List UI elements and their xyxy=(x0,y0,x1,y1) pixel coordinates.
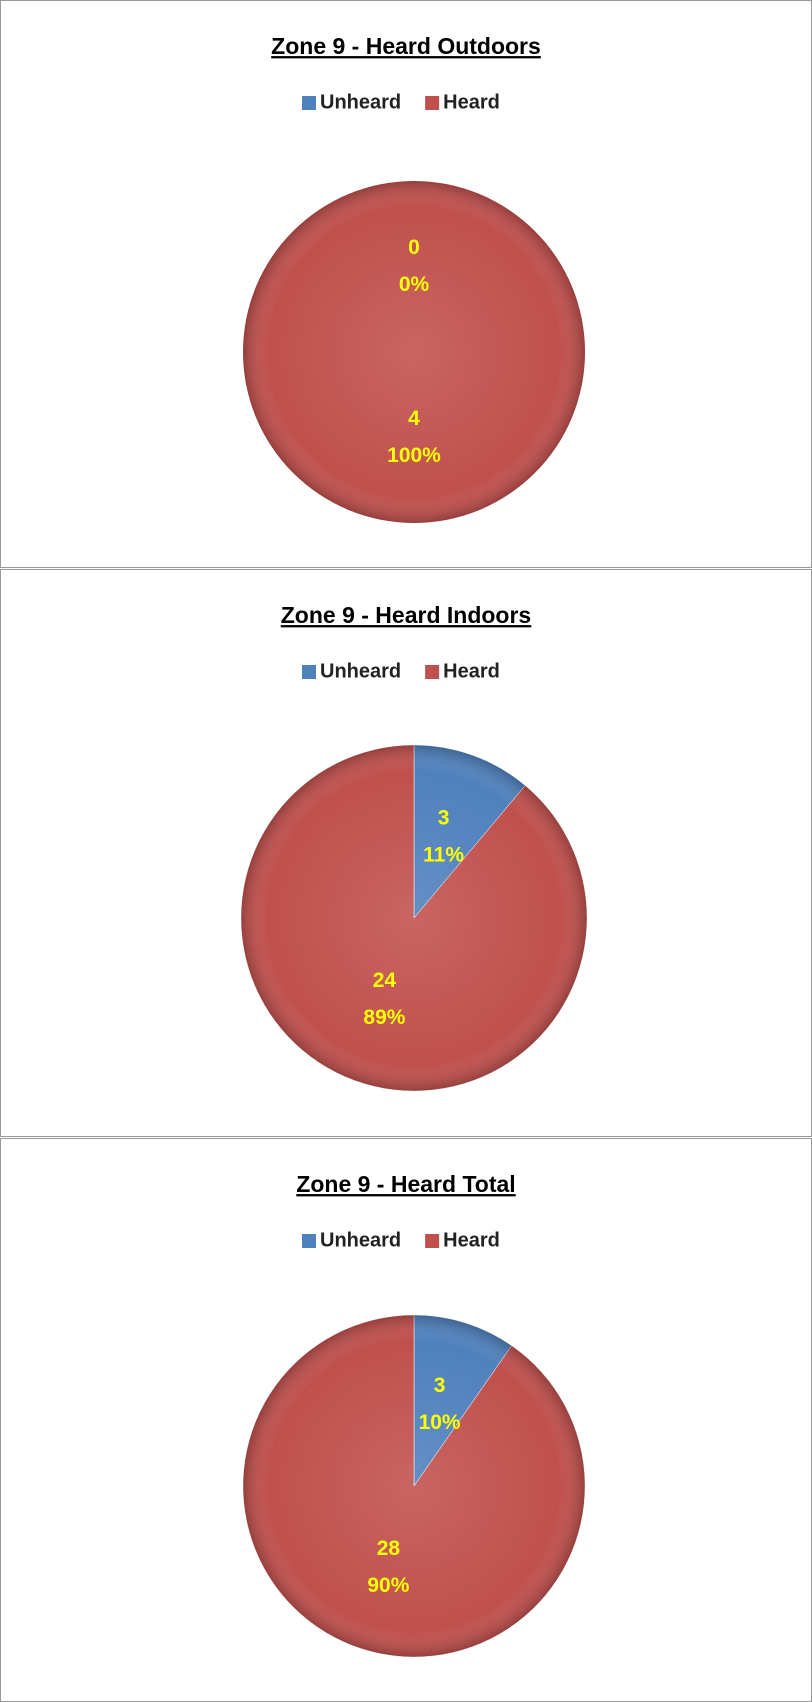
legend-label: Unheard xyxy=(320,91,401,113)
data-label: 3 xyxy=(438,806,450,829)
legend-label: Unheard xyxy=(320,1229,401,1251)
chart-title: Zone 9 - Heard Indoors xyxy=(281,602,531,628)
chart-title: Zone 9 - Heard Outdoors xyxy=(271,33,541,59)
legend-label: Heard xyxy=(443,91,500,113)
legend-swatch xyxy=(425,665,440,679)
chart-title: Zone 9 - Heard Total xyxy=(296,1171,515,1197)
legend-swatch xyxy=(425,1234,440,1248)
percent-label: 11% xyxy=(423,843,464,866)
pie-slice xyxy=(240,744,588,1092)
legend-swatch xyxy=(302,96,316,110)
pie-slice xyxy=(242,1314,586,1658)
data-label: 24 xyxy=(373,969,397,992)
percent-label: 0% xyxy=(399,273,430,296)
legend-label: Heard xyxy=(443,660,500,682)
pie-slice xyxy=(243,181,585,523)
legend-swatch xyxy=(425,96,440,110)
legend-label: Unheard xyxy=(320,660,401,682)
percent-label: 100% xyxy=(387,444,441,467)
data-label: 28 xyxy=(377,1537,401,1560)
legend-swatch xyxy=(302,665,316,679)
percent-label: 89% xyxy=(363,1006,405,1029)
legend-label: Heard xyxy=(443,1229,500,1251)
legend-swatch xyxy=(302,1234,316,1248)
percent-label: 10% xyxy=(419,1411,461,1434)
percent-label: 90% xyxy=(367,1574,409,1597)
data-label: 4 xyxy=(408,407,420,430)
data-label: 3 xyxy=(434,1374,446,1397)
data-label: 0 xyxy=(408,236,420,259)
